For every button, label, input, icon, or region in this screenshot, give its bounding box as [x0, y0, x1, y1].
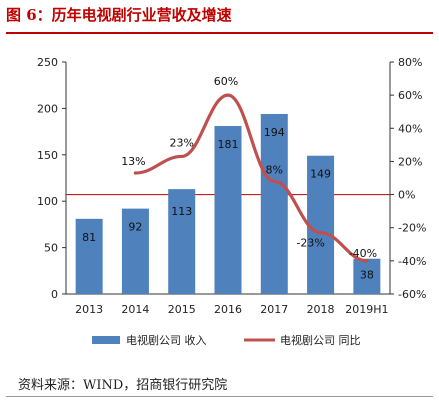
growth-point: [133, 171, 138, 175]
bottom-rule: [6, 396, 433, 397]
revenue-bar-label: 194: [264, 126, 285, 139]
growth-point: [318, 231, 323, 235]
revenue-bar-label: 92: [128, 221, 142, 234]
right-y-axis: -60% -40% -20% 0% 20% 40% 60% 80%: [389, 56, 426, 301]
left-tick-label: 250: [37, 56, 58, 69]
right-tick-label: -40%: [398, 255, 426, 268]
left-tick-label: 200: [37, 102, 58, 115]
growth-line-labels: 13% 23% 60% 8% -23% -40%: [121, 75, 377, 260]
growth-point: [272, 179, 276, 183]
x-tick-label: 2013: [75, 303, 103, 316]
legend-bar-swatch: [92, 336, 120, 344]
legend: 电视剧公司 收入 电视剧公司 同比: [92, 333, 361, 347]
revenue-bar-label: 149: [310, 168, 331, 181]
figure-title: 图 6：历年电视剧行业营收及增速: [6, 6, 232, 24]
revenue-bar: [214, 126, 242, 294]
growth-point-label: 60%: [214, 75, 238, 88]
legend-line-label: 电视剧公司 同比: [280, 333, 361, 347]
left-tick-label: 150: [37, 149, 58, 162]
x-tick-label: 2018: [307, 303, 335, 316]
growth-point-label: 23%: [169, 136, 193, 149]
growth-point: [365, 259, 369, 263]
revenue-bar: [307, 155, 335, 294]
left-tick-label: 100: [37, 195, 58, 208]
growth-point-label: -23%: [296, 237, 324, 250]
legend-bar-label: 电视剧公司 收入: [126, 333, 207, 347]
x-tick-label: 2017: [260, 303, 288, 316]
growth-point-label: 8%: [266, 163, 283, 176]
x-axis: 2013 2014 2015 2016 2017 2018 2019H1: [66, 293, 390, 316]
growth-line: [133, 93, 369, 263]
source-note: 资料来源：WIND，招商银行研究院: [18, 378, 228, 393]
left-tick-label: 0: [51, 288, 58, 301]
x-tick-label: 2016: [214, 303, 242, 316]
growth-point: [180, 154, 184, 159]
revenue-bar: [168, 189, 196, 294]
left-y-axis: 0 50 100 150 200 250: [37, 56, 67, 301]
right-tick-label: -20%: [398, 222, 426, 235]
growth-point: [226, 93, 230, 97]
revenue-bar-label: 113: [171, 205, 192, 218]
revenue-bar: [260, 113, 288, 294]
revenue-bar-label: 81: [82, 231, 96, 244]
x-tick-label: 2015: [168, 303, 196, 316]
left-tick-label: 50: [44, 242, 58, 255]
revenue-bar: [353, 258, 381, 294]
revenue-bar: [121, 208, 149, 294]
growth-point-label: -40%: [349, 247, 377, 260]
x-tick-label: 2019H1: [345, 303, 388, 316]
revenue-bar-label: 181: [218, 138, 239, 151]
right-tick-label: 40%: [398, 122, 422, 135]
right-tick-label: -60%: [398, 288, 426, 301]
right-tick-label: 20%: [398, 155, 422, 168]
revenue-bar-labels: 81 92 113 181 194 149 38: [82, 126, 374, 282]
title-underline: [6, 32, 433, 34]
right-tick-label: 60%: [398, 89, 422, 102]
right-tick-label: 80%: [398, 56, 422, 69]
revenue-bars: [75, 113, 381, 294]
revenue-bar-label: 38: [360, 269, 374, 282]
revenue-bar: [75, 218, 103, 294]
x-tick-label: 2014: [121, 303, 149, 316]
growth-point-label: 13%: [121, 155, 145, 168]
right-tick-label: 0%: [398, 189, 415, 202]
